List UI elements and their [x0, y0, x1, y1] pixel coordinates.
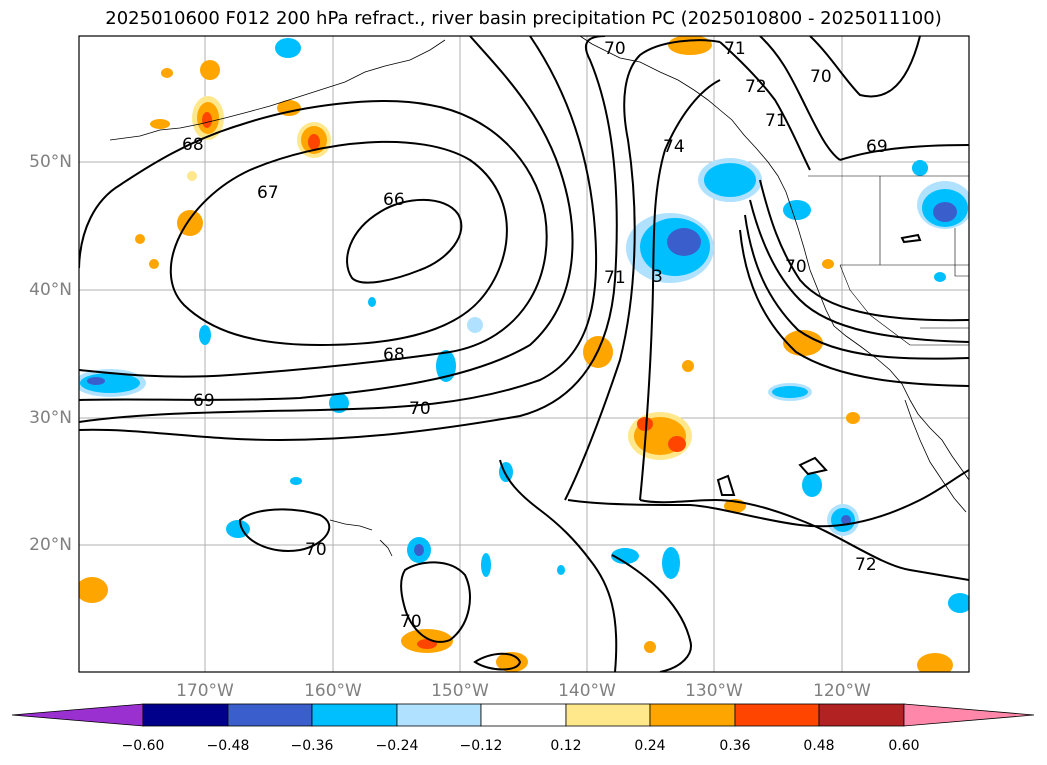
contour-label: 68: [383, 345, 405, 365]
colorbar-tick-label: 0.60: [888, 738, 920, 754]
map-frame: [78, 35, 970, 673]
colorbar-swatch: [480, 703, 567, 727]
lon-label: 160°W: [304, 681, 362, 701]
contour-label: 69: [193, 391, 215, 411]
contour-label: 70: [400, 612, 422, 632]
lon-label: 150°W: [431, 681, 489, 701]
lat-label: 40°N: [29, 280, 72, 300]
lon-label: 120°W: [813, 681, 871, 701]
coastlines: [109, 36, 969, 557]
colorbar-swatch: [734, 703, 820, 727]
colorbar-tick-label: 0.36: [719, 738, 751, 754]
gridlines: [79, 36, 969, 672]
borders: [808, 175, 969, 346]
colorbar-swatch: [227, 703, 313, 727]
colorbar-swatch: [649, 703, 736, 727]
lon-label: 140°W: [558, 681, 616, 701]
contour-label: 3: [652, 267, 663, 287]
contour-label: 71: [724, 39, 746, 59]
colorbar-extend-high: [903, 703, 1035, 727]
refractivity-contours: [79, 36, 969, 672]
lat-label: 20°N: [29, 535, 72, 555]
colorbar-tick-label: −0.36: [290, 738, 334, 754]
contour-label-group: 68 67 66 68 69 70 70 71 74 72 71 70 69 7…: [182, 39, 888, 632]
contour-label: 70: [785, 257, 807, 277]
lon-label: 170°W: [176, 681, 234, 701]
contour-label: 67: [257, 183, 279, 203]
contour-label: 74: [663, 137, 685, 157]
colorbar-tick-label: −0.48: [206, 738, 250, 754]
colorbar-tick-label: 0.24: [634, 738, 666, 754]
contour-label: 66: [383, 190, 405, 210]
contour-label: 72: [855, 555, 877, 575]
colorbar-swatch: [396, 703, 482, 727]
contour-label: 71: [604, 268, 626, 288]
contour-label: 72: [745, 77, 767, 97]
colorbar-swatch: [311, 703, 398, 727]
colorbar-extend-low: [11, 703, 144, 727]
colorbar-tick-label: −0.12: [459, 738, 503, 754]
contour-label: 70: [305, 540, 327, 560]
lon-label: 130°W: [685, 681, 743, 701]
contour-label: 70: [810, 67, 832, 87]
colorbar-swatch: [818, 703, 905, 727]
precipitation-fill: [79, 36, 969, 672]
colorbar: [11, 703, 1035, 727]
contour-label: 69: [866, 137, 888, 157]
colorbar-tick-label: −0.60: [121, 738, 165, 754]
colorbar-swatch: [565, 703, 651, 727]
colorbar-tick-label: 0.48: [803, 738, 835, 754]
lat-label: 50°N: [29, 152, 72, 172]
contour-label: 71: [765, 111, 787, 131]
map-plot-area: [79, 36, 969, 672]
colorbar-swatch: [142, 703, 229, 727]
contour-label: 70: [409, 399, 431, 419]
colorbar-tick-label: −0.24: [375, 738, 419, 754]
lat-label: 30°N: [29, 408, 72, 428]
map-title: 2025010600 F012 200 hPa refract., river …: [105, 8, 942, 29]
colorbar-tick-label: 0.12: [550, 738, 582, 754]
contour-label: 68: [182, 135, 204, 155]
contour-label: 70: [604, 39, 626, 59]
